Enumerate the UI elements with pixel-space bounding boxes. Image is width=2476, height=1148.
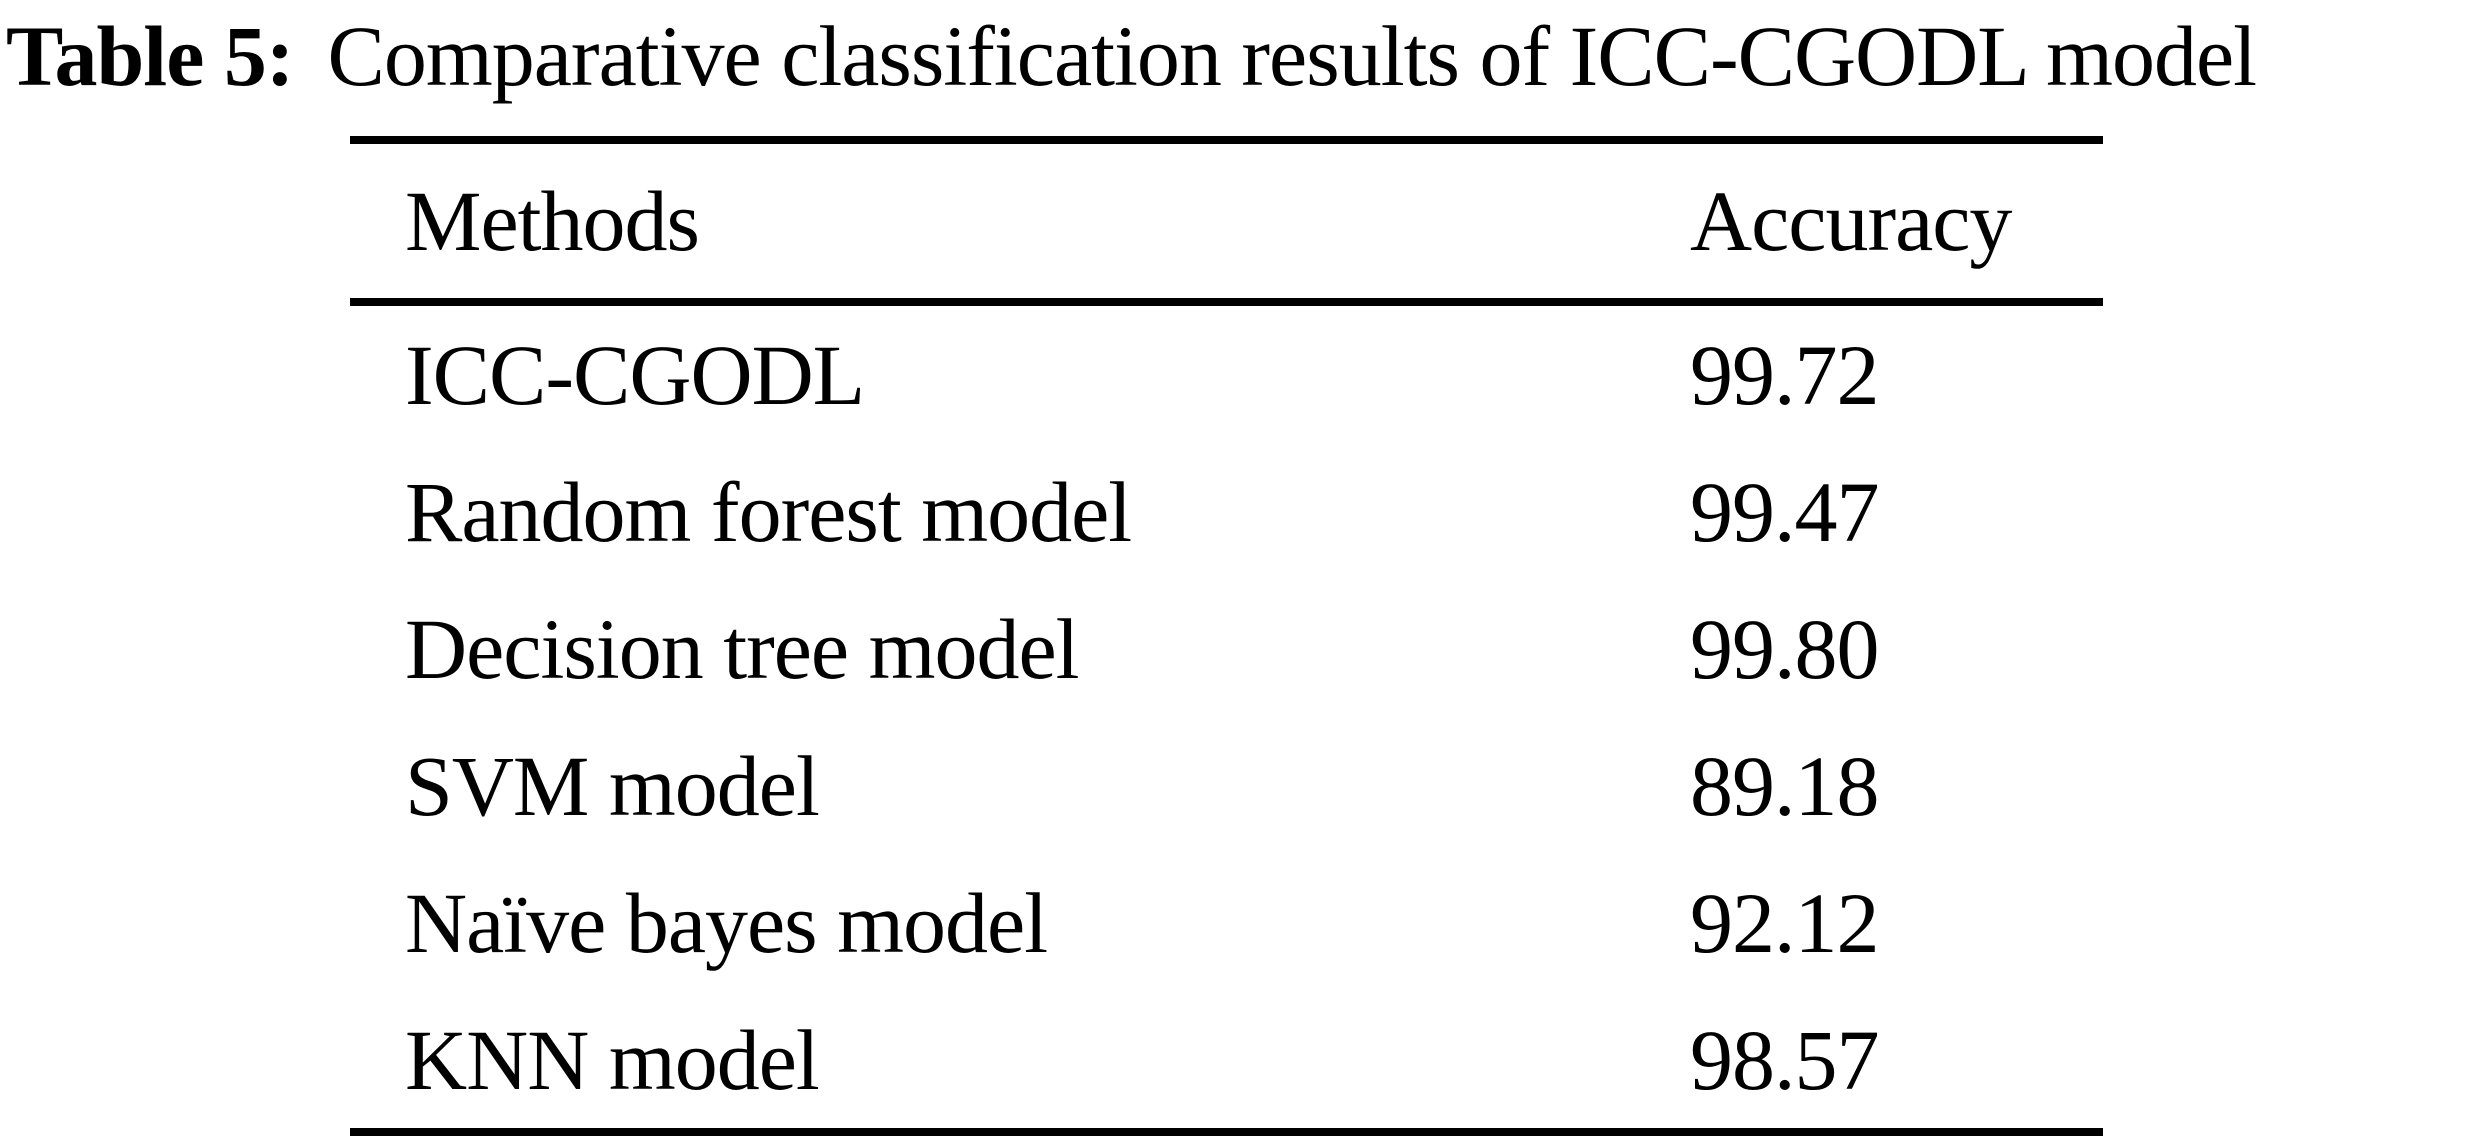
accuracy-cell: 99.80: [1690, 600, 1880, 697]
method-cell: SVM model: [405, 737, 820, 834]
method-cell: ICC-CGODL: [405, 326, 865, 423]
accuracy-cell: 89.18: [1690, 737, 1880, 834]
method-cell: Random forest model: [405, 463, 1132, 560]
top-rule: [350, 136, 2103, 144]
accuracy-cell: 92.12: [1690, 874, 1880, 971]
method-cell: Naïve bayes model: [405, 874, 1048, 971]
column-header-accuracy: Accuracy: [1690, 173, 2012, 269]
results-table: Methods Accuracy ICC-CGODL 99.72 Random …: [350, 136, 2103, 1136]
table-row: Naïve bayes model 92.12: [350, 854, 2103, 991]
table-caption: Table 5: Comparative classification resul…: [6, 2, 2258, 110]
header-rule: [350, 298, 2103, 306]
method-cell: Decision tree model: [405, 600, 1080, 697]
table-row: Decision tree model 99.80: [350, 580, 2103, 717]
table-row: KNN model 98.57: [350, 991, 2103, 1128]
method-cell: KNN model: [405, 1011, 820, 1108]
table-caption-text: Comparative classification results of IC…: [327, 8, 2258, 104]
accuracy-cell: 99.72: [1690, 326, 1880, 423]
table-row: ICC-CGODL 99.72: [350, 306, 2103, 443]
accuracy-cell: 99.47: [1690, 463, 1880, 560]
table-caption-label: Table 5:: [6, 8, 294, 104]
column-header-methods: Methods: [405, 173, 700, 269]
table-row: SVM model 89.18: [350, 717, 2103, 854]
table-body: ICC-CGODL 99.72 Random forest model 99.4…: [350, 306, 2103, 1128]
table-row: Random forest model 99.47: [350, 443, 2103, 580]
table-header-row: Methods Accuracy: [350, 144, 2103, 298]
bottom-rule: [350, 1128, 2103, 1136]
accuracy-cell: 98.57: [1690, 1011, 1880, 1108]
